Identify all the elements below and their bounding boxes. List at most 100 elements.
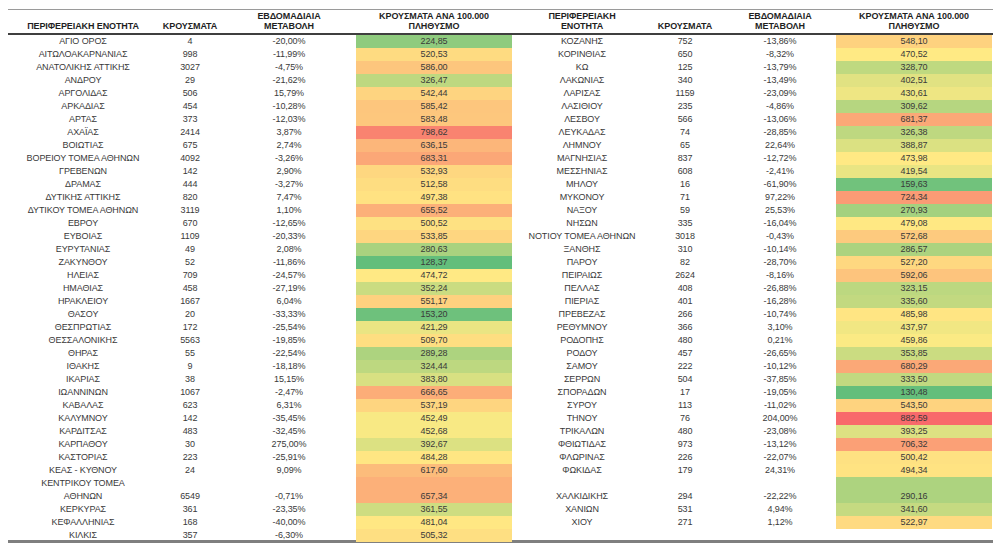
per100k-cell: 657,34	[356, 477, 512, 503]
per100k-cell: 520,53	[356, 48, 512, 61]
table-row: ΜΗΛΟΥ16-61,90%159,63	[518, 178, 992, 191]
header-weekly-change: ΕΒΔΟΜΑΔΙΑΙΑ ΜΕΤΑΒΟΛΗ	[222, 11, 356, 33]
cases-cell: 1159	[646, 87, 724, 100]
region-cell: ΧΙΟΥ	[518, 516, 646, 529]
region-cell: ΚΑΣΤΟΡΙΑΣ	[8, 451, 158, 464]
change-cell: -20,00%	[222, 35, 356, 48]
per100k-cell: 509,70	[356, 334, 512, 347]
region-cell: ΠΙΕΡΙΑΣ	[518, 295, 646, 308]
table-row: ΠΙΕΡΙΑΣ401-16,28%335,60	[518, 295, 992, 308]
cases-cell: 142	[158, 165, 222, 178]
change-cell: -10,14%	[724, 243, 836, 256]
region-cell: ΠΡΕΒΕΖΑΣ	[518, 308, 646, 321]
per100k-cell: 388,87	[836, 139, 992, 152]
table-body: ΑΓΙΟ ΟΡΟΣ4-20,00%224,85ΑΙΤΩΛΟΑΚΑΡΝΑΝΙΑΣ9…	[8, 35, 512, 542]
region-cell: ΑΝΑΤΟΛΙΚΗΣ ΑΤΤΙΚΗΣ	[8, 61, 158, 74]
region-cell: ΚΟΖΑΝΗΣ	[518, 35, 646, 48]
region-cell: ΘΗΡΑΣ	[8, 347, 158, 360]
table-row: ΒΟΙΩΤΙΑΣ6752,74%636,15	[8, 139, 512, 152]
change-cell: -26,65%	[724, 347, 836, 360]
region-cell: ΛΕΣΒΟΥ	[518, 113, 646, 126]
change-cell: 22,64%	[724, 139, 836, 152]
per100k-cell: 494,34	[836, 464, 992, 477]
table-row: ΛΑΡΙΣΑΣ1159-23,09%430,61	[518, 87, 992, 100]
change-cell: 15,79%	[222, 87, 356, 100]
change-cell: -10,74%	[724, 308, 836, 321]
cases-cell: 454	[158, 100, 222, 113]
region-cell: ΗΡΑΚΛΕΙΟΥ	[8, 295, 158, 308]
cases-cell: 24	[158, 464, 222, 477]
change-cell: -18,18%	[222, 360, 356, 373]
cases-cell: 408	[646, 282, 724, 295]
cases-cell: 458	[158, 282, 222, 295]
per100k-cell: 484,28	[356, 451, 512, 464]
change-cell: -25,54%	[222, 321, 356, 334]
region-cell: ΛΑΣΙΘΙΟΥ	[518, 100, 646, 113]
change-cell: -22,07%	[724, 451, 836, 464]
per100k-cell: 636,15	[356, 139, 512, 152]
table-row: ΝΟΤΙΟΥ ΤΟΜΕΑ ΑΘΗΝΩΝ3018-0,43%572,68	[518, 230, 992, 243]
table-row: ΧΑΝΙΩΝ5314,94%341,60	[518, 503, 992, 516]
change-cell: -28,70%	[724, 256, 836, 269]
region-cell: ΔΡΑΜΑΣ	[8, 178, 158, 191]
table-row: ΑΙΤΩΛΟΑΚΑΡΝΑΝΙΑΣ998-11,99%520,53	[8, 48, 512, 61]
cases-cell: 20	[158, 308, 222, 321]
per100k-cell: 505,32	[356, 529, 512, 542]
table-row: ΔΥΤΙΚΟΥ ΤΟΜΕΑ ΑΘΗΝΩΝ31191,10%655,52	[8, 204, 512, 217]
cases-cell: 504	[646, 373, 724, 386]
cases-cell: 30	[158, 438, 222, 451]
change-cell: -40,00%	[222, 516, 356, 529]
cases-table-left: ΠΕΡΙΦΕΡΕΙΑΚΗ ΕΝΟΤΗΤΑ ΚΡΟΥΣΜΑΤΑ ΕΒΔΟΜΑΔΙΑ…	[8, 11, 512, 542]
cases-cell: 5563	[158, 334, 222, 347]
per100k-cell: 402,51	[836, 74, 992, 87]
region-cell: ΑΙΤΩΛΟΑΚΑΡΝΑΝΙΑΣ	[8, 48, 158, 61]
region-cell: ΧΑΝΙΩΝ	[518, 503, 646, 516]
cases-cell: 4	[158, 35, 222, 48]
header-cases: ΚΡΟΥΣΜΑΤΑ	[158, 11, 222, 33]
per100k-cell: 392,67	[356, 438, 512, 451]
change-cell: 7,47%	[222, 191, 356, 204]
cases-cell: 266	[646, 308, 724, 321]
change-cell: -19,05%	[724, 386, 836, 399]
region-cell: ΡΕΘΥΜΝΟΥ	[518, 321, 646, 334]
change-cell: -32,45%	[222, 425, 356, 438]
region-cell: ΡΟΔΟΥ	[518, 347, 646, 360]
cases-cell: 74	[646, 126, 724, 139]
table-row: ΣΥΡΟΥ113-11,02%543,50	[518, 399, 992, 412]
cases-cell: 623	[158, 399, 222, 412]
change-cell: 1,10%	[222, 204, 356, 217]
change-cell: -12,72%	[724, 152, 836, 165]
change-cell: 24,31%	[724, 464, 836, 477]
change-cell: 204,00%	[724, 412, 836, 425]
table-row: ΑΧΑΪΑΣ24143,87%798,62	[8, 126, 512, 139]
region-cell: ΤΗΝΟΥ	[518, 412, 646, 425]
region-cell: ΘΕΣΠΡΩΤΙΑΣ	[8, 321, 158, 334]
cases-cell: 17	[646, 386, 724, 399]
change-cell: -11,99%	[222, 48, 356, 61]
per100k-cell: 459,86	[836, 334, 992, 347]
change-cell: -13,86%	[724, 35, 836, 48]
per100k-cell: 798,62	[356, 126, 512, 139]
cases-cell: 335	[646, 217, 724, 230]
per100k-cell: 666,65	[356, 386, 512, 399]
cases-cell: 71	[646, 191, 724, 204]
table-row: ΔΥΤΙΚΗΣ ΑΤΤΙΚΗΣ8207,47%497,38	[8, 191, 512, 204]
per100k-cell: 572,68	[836, 230, 992, 243]
region-cell: ΦΘΙΩΤΙΔΑΣ	[518, 438, 646, 451]
cases-cell: 223	[158, 451, 222, 464]
change-cell: -22,54%	[222, 347, 356, 360]
region-cell: ΘΑΣΟΥ	[8, 308, 158, 321]
region-cell: ΠΕΛΛΑΣ	[518, 282, 646, 295]
change-cell: -23,35%	[222, 503, 356, 516]
change-cell: -12,03%	[222, 113, 356, 126]
change-cell: -26,88%	[724, 282, 836, 295]
table-row: ΚΕΦΑΛΛΗΝΙΑΣ168-40,00%481,04	[8, 516, 512, 529]
per100k-cell: 882,59	[836, 412, 992, 425]
region-cell: ΠΑΡΟΥ	[518, 256, 646, 269]
per100k-cell: 585,42	[356, 100, 512, 113]
change-cell: -2,47%	[222, 386, 356, 399]
cases-cell: 1667	[158, 295, 222, 308]
table-row: ΚΩ125-13,79%328,70	[518, 61, 992, 74]
table-row: ΦΘΙΩΤΙΔΑΣ973-13,12%706,32	[518, 438, 992, 451]
region-cell: ΑΓΙΟ ΟΡΟΣ	[8, 35, 158, 48]
